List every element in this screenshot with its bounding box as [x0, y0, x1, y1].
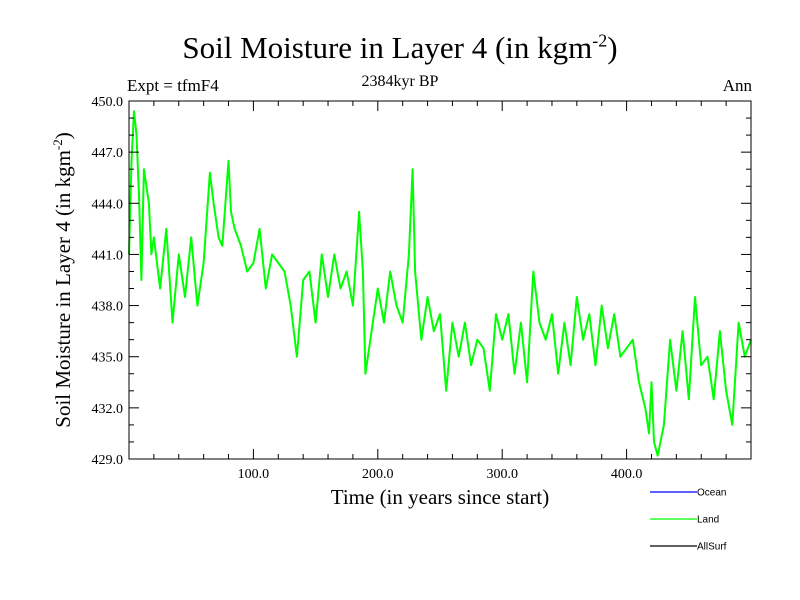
- season-label: Ann: [722, 76, 752, 95]
- y-tick-label: 432.0: [92, 402, 124, 417]
- series-line-land: [128, 110, 752, 457]
- legend-label-allsurf: AllSurf: [697, 542, 727, 553]
- series-layer: [128, 110, 752, 457]
- chart-subtitle: 2384kyr BP: [361, 73, 439, 90]
- y-tick-label: 438.0: [92, 300, 124, 315]
- y-tick-label: 444.0: [92, 197, 124, 212]
- y-tick-label: 447.0: [92, 146, 124, 161]
- y-tick-label: 435.0: [92, 351, 124, 366]
- chart-title: Soil Moisture in Layer 4 (in kgm-2): [182, 30, 618, 65]
- x-axis-label: Time (in years since start): [331, 485, 550, 509]
- ticks-layer: 100.0 200.0 300.0 400.0 429.0 432.0 435.0 438.0…: [92, 95, 751, 482]
- x-tick-label: 100.0: [238, 467, 270, 482]
- x-tick-label: 200.0: [362, 467, 394, 482]
- plot-frame: [128, 100, 752, 460]
- y-tick-label: 450.0: [92, 95, 124, 110]
- legend-label-land: Land: [697, 515, 719, 526]
- y-axis-label: Soil Moisture in Layer 4 (in kgm-2): [50, 132, 75, 427]
- x-tick-label: 400.0: [611, 467, 643, 482]
- legend: Ocean Land AllSurf: [650, 488, 727, 553]
- experiment-label: Expt = tfmF4: [127, 76, 219, 95]
- x-tick-label: 300.0: [486, 467, 518, 482]
- y-tick-label: 441.0: [92, 248, 124, 263]
- legend-label-ocean: Ocean: [697, 488, 726, 499]
- y-tick-label: 429.0: [92, 453, 124, 468]
